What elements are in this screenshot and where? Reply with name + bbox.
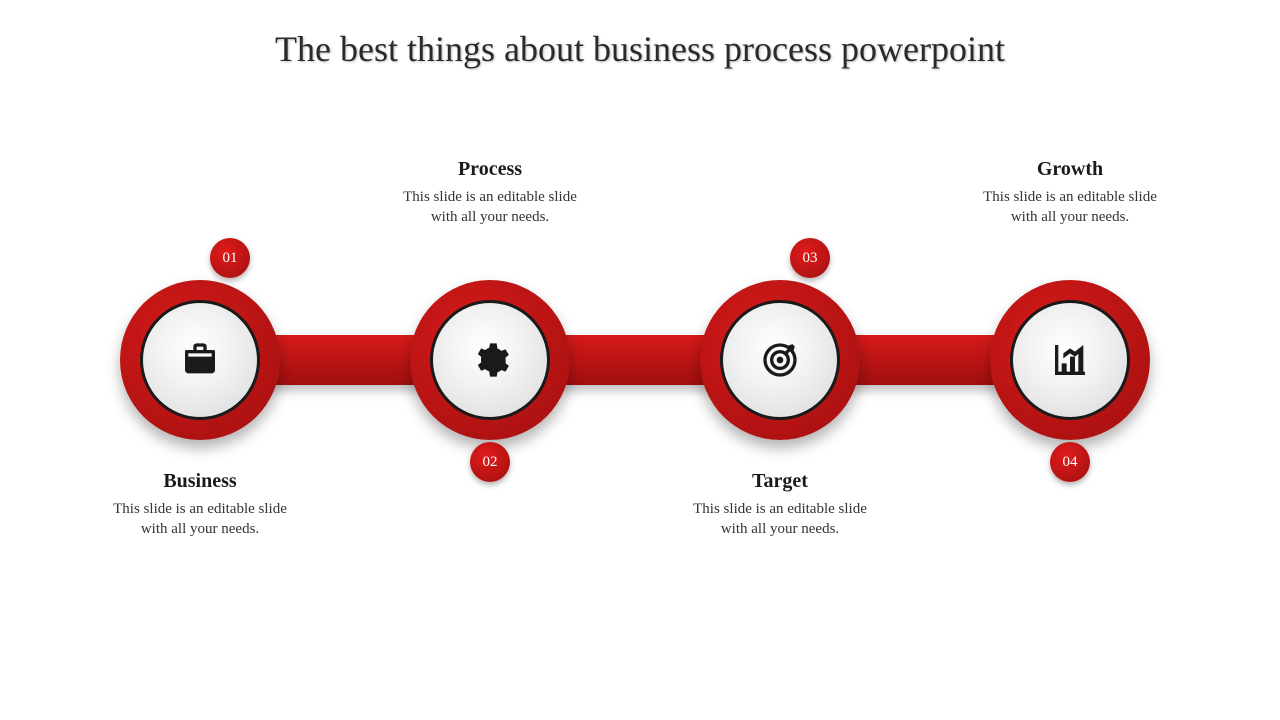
step-badge-1: 01 [210, 238, 250, 278]
step-text-4: Growth This slide is an editable slide w… [970, 158, 1170, 228]
step-heading-2: Process [390, 158, 590, 181]
step-badge-4: 04 [1050, 442, 1090, 482]
target-icon [760, 340, 800, 380]
slide-title: The best things about business process p… [0, 28, 1280, 70]
step-inner-1 [140, 300, 260, 420]
step-heading-4: Growth [970, 158, 1170, 181]
step-text-3: Target This slide is an editable slide w… [680, 470, 880, 540]
step-node-4 [990, 280, 1150, 440]
step-desc-1: This slide is an editable slide with all… [100, 499, 300, 540]
process-chain [120, 280, 1160, 440]
step-text-2: Process This slide is an editable slide … [390, 158, 590, 228]
step-heading-1: Business [100, 470, 300, 493]
badge-num-4: 04 [1063, 454, 1078, 471]
step-inner-2 [430, 300, 550, 420]
gear-icon [470, 340, 510, 380]
chart-icon [1050, 340, 1090, 380]
step-desc-3: This slide is an editable slide with all… [680, 499, 880, 540]
badge-num-3: 03 [803, 250, 818, 267]
step-heading-3: Target [680, 470, 880, 493]
step-node-1 [120, 280, 280, 440]
briefcase-icon [180, 340, 220, 380]
step-badge-2: 02 [470, 442, 510, 482]
step-inner-3 [720, 300, 840, 420]
step-node-3 [700, 280, 860, 440]
step-badge-3: 03 [790, 238, 830, 278]
step-node-2 [410, 280, 570, 440]
step-desc-2: This slide is an editable slide with all… [390, 187, 590, 228]
badge-num-2: 02 [483, 454, 498, 471]
step-inner-4 [1010, 300, 1130, 420]
step-text-1: Business This slide is an editable slide… [100, 470, 300, 540]
badge-num-1: 01 [223, 250, 238, 267]
step-desc-4: This slide is an editable slide with all… [970, 187, 1170, 228]
